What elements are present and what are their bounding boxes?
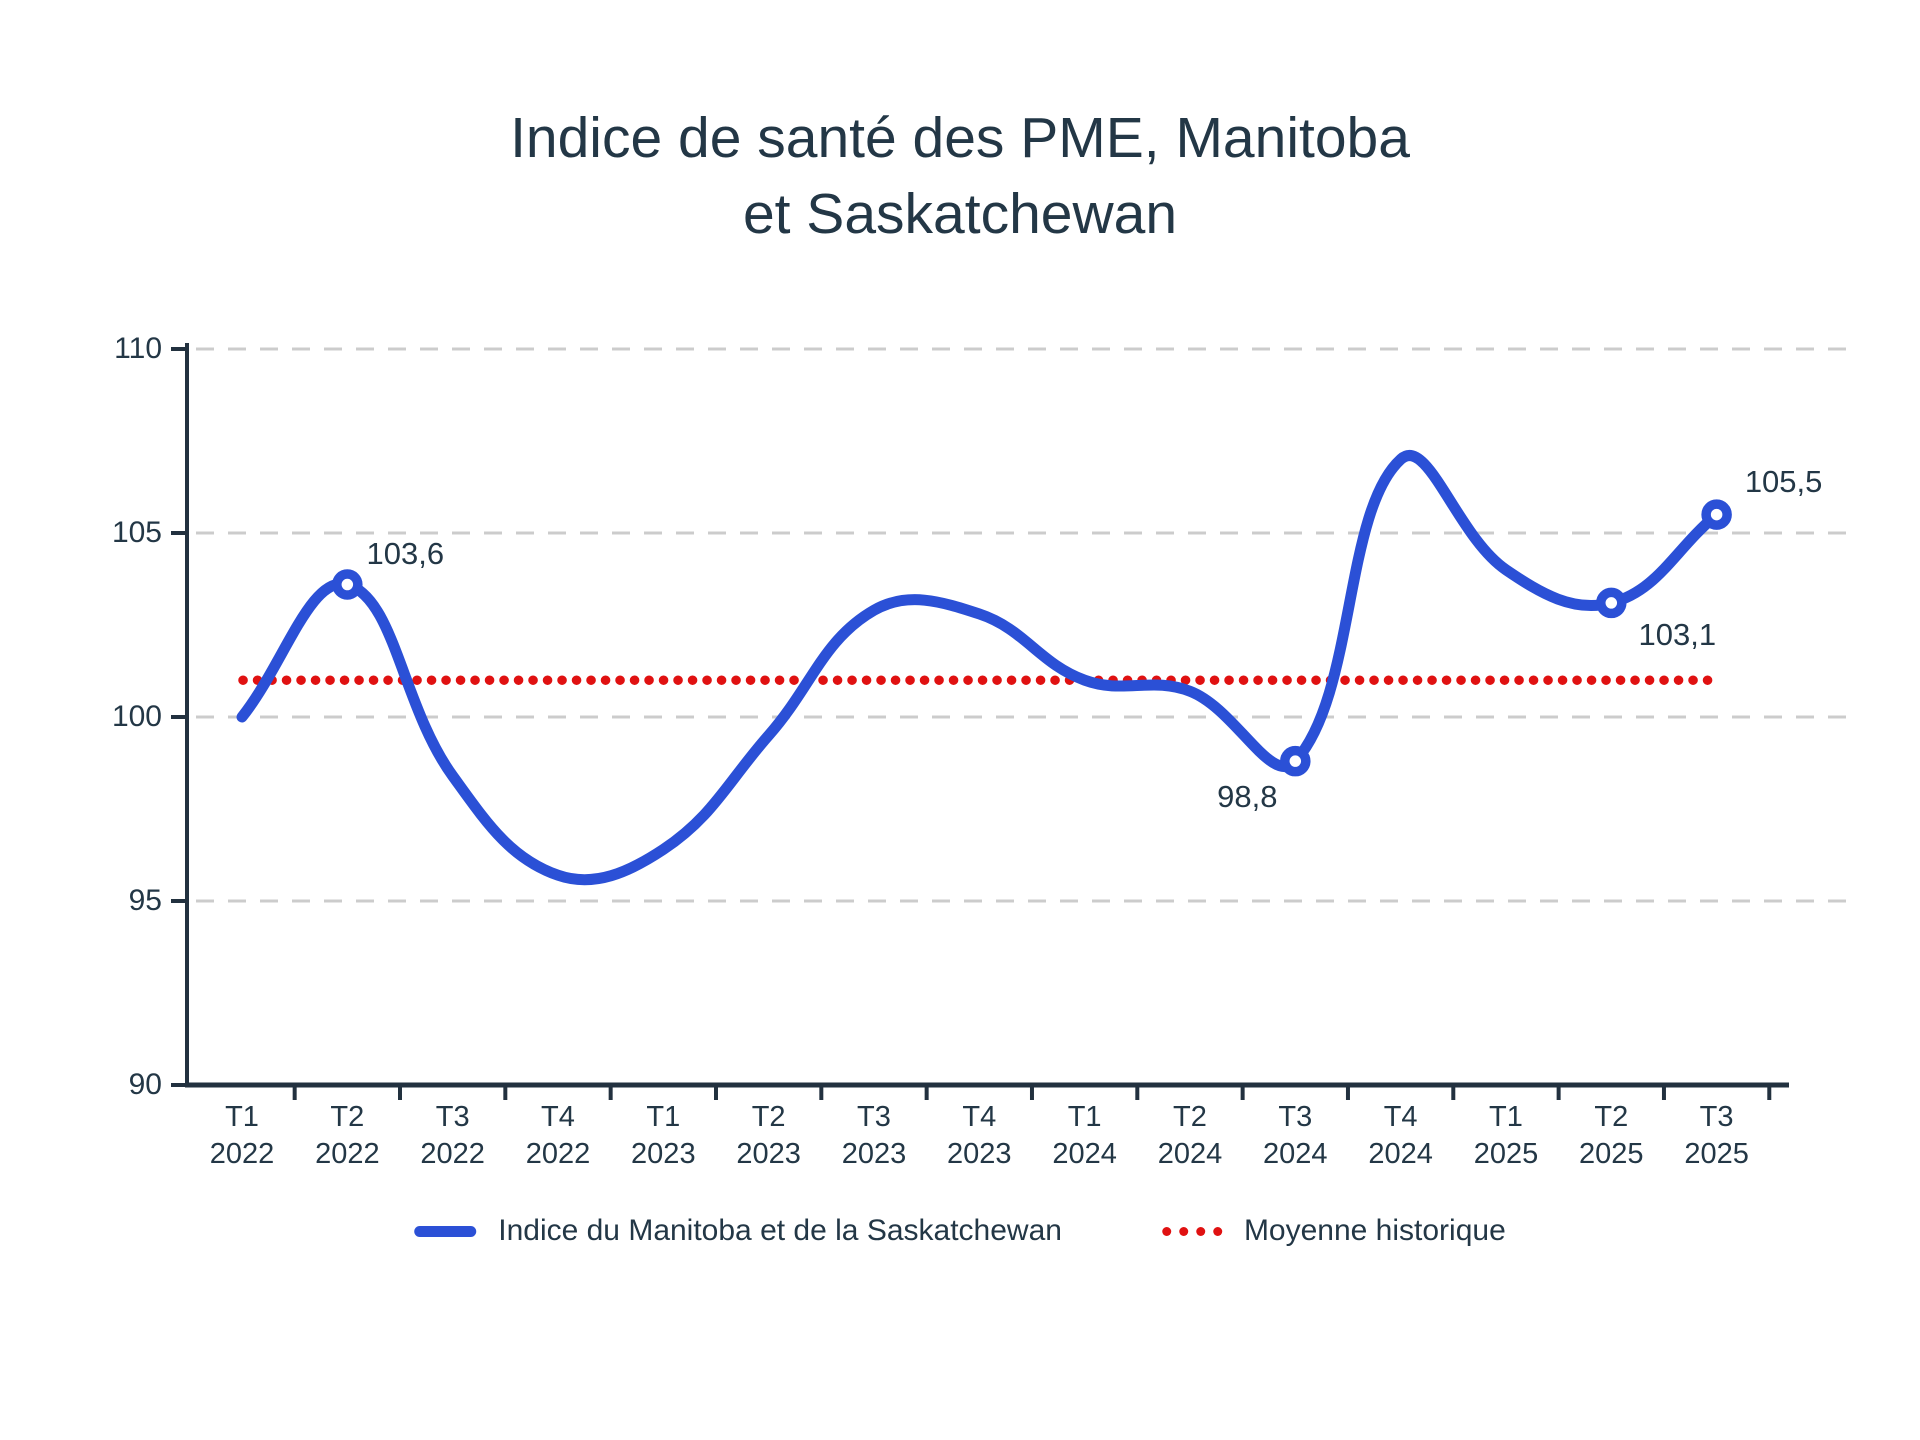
x-tick-label: T1 2025 bbox=[1473, 1101, 1539, 1170]
x-tick-label: T3 2024 bbox=[1263, 1101, 1328, 1170]
chart-title-line2: et Saskatchewan bbox=[742, 182, 1178, 246]
blue-line-swatch bbox=[414, 1225, 477, 1237]
legend-label-average: Moyenne historique bbox=[1243, 1214, 1506, 1247]
index-line-series bbox=[236, 450, 1723, 886]
x-tick-label: T1 2022 bbox=[209, 1101, 275, 1170]
x-tick-label: T4 2024 bbox=[1368, 1101, 1433, 1170]
y-tick-label: 95 bbox=[128, 884, 162, 917]
chart-title-line1: Indice de santé des PME, Manitoba bbox=[510, 106, 1410, 170]
data-point-marker bbox=[1596, 587, 1627, 619]
x-tick-label: T2 2023 bbox=[736, 1101, 801, 1170]
y-tick-label: 105 bbox=[111, 516, 162, 549]
x-tick-label: T1 2023 bbox=[631, 1101, 696, 1170]
x-tick-label: T1 2024 bbox=[1052, 1101, 1117, 1170]
legend: Indice du Manitoba et de la Saskatchewan… bbox=[414, 1214, 1506, 1248]
point-value-label: 103,1 bbox=[1638, 616, 1717, 652]
legend-item-average: Moyenne historique bbox=[1161, 1214, 1506, 1248]
legend-item-index: Indice du Manitoba et de la Saskatchewan bbox=[414, 1214, 1062, 1248]
data-point-marker bbox=[1701, 499, 1732, 530]
x-tick-label: T3 2022 bbox=[420, 1101, 485, 1170]
x-tick-label: T2 2025 bbox=[1579, 1101, 1644, 1170]
x-tick-label: T4 2023 bbox=[947, 1101, 1012, 1170]
y-tick-label: 100 bbox=[111, 700, 162, 733]
x-tick-label: T3 2023 bbox=[841, 1101, 907, 1170]
x-tick-label: T4 2022 bbox=[525, 1101, 591, 1170]
y-tick-label: 110 bbox=[114, 332, 162, 365]
point-value-label: 105,5 bbox=[1744, 463, 1823, 499]
legend-label-index: Indice du Manitoba et de la Saskatchewan bbox=[498, 1214, 1062, 1247]
x-tick-label: T2 2022 bbox=[315, 1101, 380, 1170]
x-tick-label: T3 2025 bbox=[1684, 1101, 1749, 1170]
data-point-marker bbox=[1280, 745, 1311, 777]
point-value-label: 98,8 bbox=[1217, 779, 1278, 815]
x-tick-label: T2 2024 bbox=[1157, 1101, 1223, 1170]
point-value-label: 103,6 bbox=[366, 535, 445, 571]
chart-title: Indice de santé des PME, Manitoba et Sas… bbox=[0, 100, 1920, 252]
data-point-marker bbox=[332, 569, 363, 600]
y-tick-label: 90 bbox=[128, 1068, 162, 1101]
red-dots-swatch bbox=[1161, 1226, 1222, 1236]
